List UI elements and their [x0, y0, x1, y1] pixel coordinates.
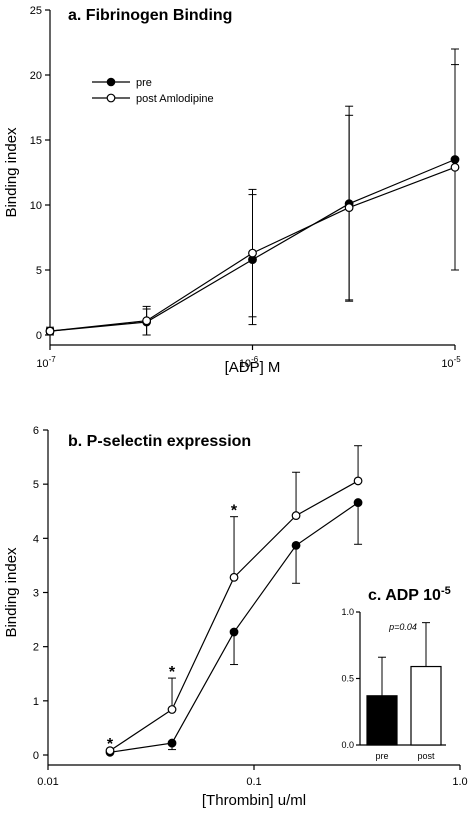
significance-asterisk: *: [107, 736, 114, 753]
y-tick-label: 5: [33, 479, 39, 491]
data-point: [291, 540, 301, 550]
significance-asterisk: *: [231, 503, 238, 520]
data-point: [105, 746, 115, 756]
x-tick-label: 10-6: [239, 355, 259, 370]
x-tick-label-exponent: -7: [49, 355, 57, 364]
panel-c-p-value: p=0.04: [388, 622, 417, 632]
data-point: [142, 316, 152, 326]
y-tick-label: 0: [36, 330, 42, 342]
panel-a-y-axis-label: Binding index: [3, 127, 20, 218]
panel-c-title-exponent: -5: [441, 585, 451, 597]
panel-b-axes: 0 1 2 3 4 5 6 0.01 0.1 1.0: [33, 425, 468, 788]
panel-a-x-axis-label: [ADP] M: [225, 359, 281, 376]
y-tick-label: 0.0: [341, 740, 354, 750]
bar-post: [410, 665, 442, 746]
y-tick-label: 20: [30, 70, 42, 82]
panel-c-adp-inset: 0.0 0.5 1.0 pre post c. ADP 10-5 p=0.04: [341, 585, 450, 761]
panel-c-title-main: c. ADP 10: [368, 587, 441, 604]
data-point: [167, 705, 177, 714]
y-tick-label: 5: [36, 265, 42, 277]
data-point: [45, 326, 55, 336]
y-tick-label: 25: [30, 5, 42, 17]
data-point: [291, 511, 301, 520]
y-tick-label: 1.0: [341, 607, 354, 617]
y-tick-label: 3: [33, 588, 39, 600]
x-tick-label: 0.1: [246, 776, 261, 788]
legend-marker-pre: [106, 77, 116, 87]
data-point: [353, 476, 363, 486]
significance-asterisk: *: [169, 664, 176, 681]
y-tick-label: 0: [33, 750, 39, 762]
legend-marker-post-amlodipine: [106, 93, 116, 103]
panel-c-bars: pre post: [366, 622, 442, 761]
data-point: [248, 248, 257, 258]
x-tick-label: 10-7: [36, 355, 56, 370]
y-tick-label: 15: [30, 135, 42, 147]
x-tick-label-base: 10: [36, 358, 48, 370]
x-tick-label: 10-5: [441, 355, 461, 370]
panel-b-series: [105, 445, 363, 757]
data-point: [167, 738, 177, 748]
panel-a-series: [45, 48, 460, 336]
x-tick-label: 0.01: [37, 776, 58, 788]
panel-c-title: c. ADP 10-5: [368, 585, 451, 604]
category-label: pre: [375, 751, 388, 761]
panel-b-y-axis-label: Binding index: [3, 547, 20, 638]
data-point: [450, 155, 460, 164]
data-point: [229, 627, 239, 637]
panel-b-annotations: * * *: [107, 503, 238, 753]
x-tick-label-exponent: -6: [251, 355, 259, 364]
y-tick-label: 6: [33, 425, 39, 437]
y-tick-label: 1: [33, 696, 39, 708]
y-tick-label: 4: [33, 533, 39, 545]
y-tick-label: 10: [30, 200, 42, 212]
legend-label-post-amlodipine: post Amlodipine: [136, 93, 214, 105]
category-label: post: [417, 751, 435, 761]
y-tick-label: 0.5: [341, 674, 354, 684]
data-point: [450, 162, 460, 172]
x-tick-label: 1.0: [452, 776, 467, 788]
x-tick-label-exponent: -5: [454, 355, 462, 364]
panel-a-title: a. Fibrinogen Binding: [68, 7, 232, 24]
data-point: [344, 203, 354, 213]
y-tick-label: 2: [33, 642, 39, 654]
data-point: [229, 572, 239, 582]
panel-b-x-axis-label: [Thrombin] u/ml: [202, 792, 306, 809]
bar-pre: [366, 695, 398, 746]
legend-label-pre: pre: [136, 77, 152, 89]
x-tick-label-base: 10: [441, 358, 453, 370]
data-point: [353, 498, 363, 507]
x-tick-label-base: 10: [239, 358, 251, 370]
panel-b-title: b. P-selectin expression: [68, 433, 251, 450]
panel-a-legend: pre post Amlodipine: [92, 77, 214, 105]
panel-b-p-selectin-expression: 0 1 2 3 4 5 6 0.01 0.1 1.0 * * * b. P-selectin expr…: [3, 425, 468, 809]
